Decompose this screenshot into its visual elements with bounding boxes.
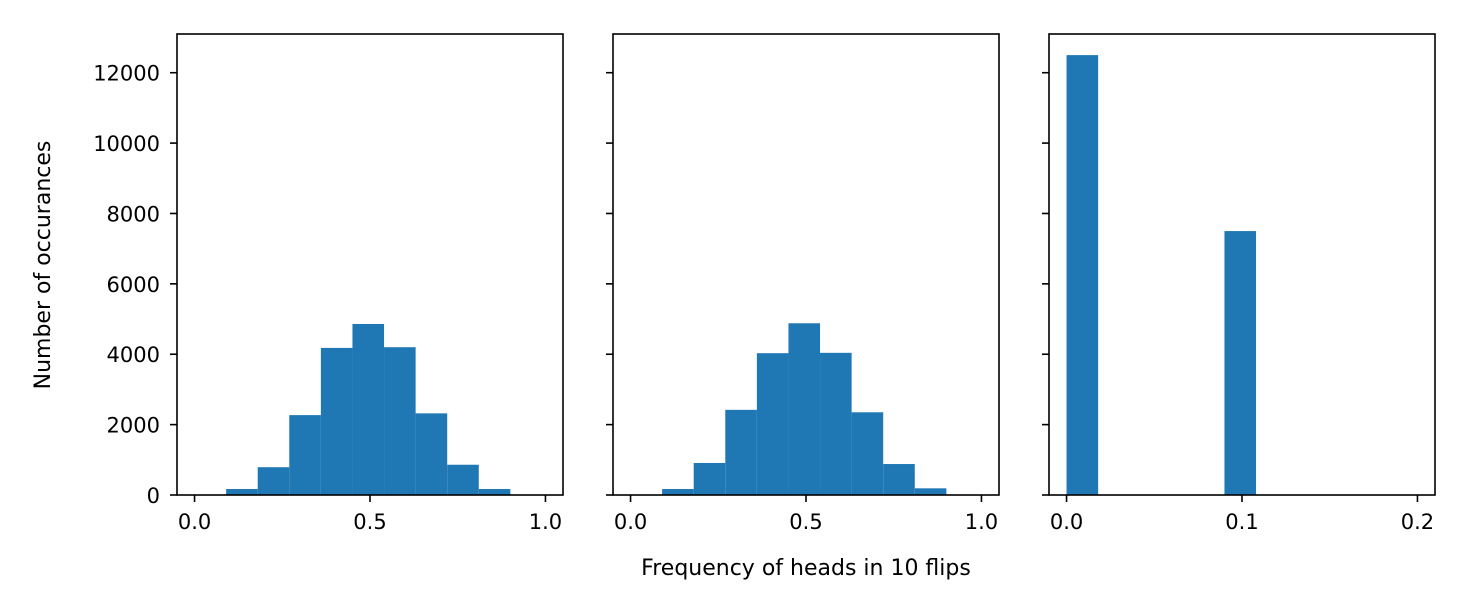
y-tick-label: 6000 (107, 273, 160, 297)
bar-1-2 (226, 489, 258, 495)
x-tick-label: 0.1 (1225, 510, 1258, 534)
bar-2-2 (662, 489, 694, 495)
bar-2-7 (820, 352, 852, 495)
bar-2-4 (725, 409, 757, 495)
subplot-3: 0.0 0.1 0.2 (1042, 33, 1436, 534)
x-tick-label: 1.0 (529, 510, 562, 534)
x-tick-label: 0.0 (1050, 510, 1083, 534)
bar-3-1 (1066, 55, 1099, 495)
y-tick-label: 10000 (93, 132, 160, 156)
x-tick-label: 0.0 (178, 510, 211, 534)
subplot-1: 0.0 0.5 1.0 0 2000 4000 6000 8000 10000 12000 (93, 33, 564, 534)
y-tick-label: 0 (147, 484, 160, 508)
x-axis-title: Frequency of heads in 10 flips (641, 556, 971, 581)
y-tick-label: 4000 (107, 343, 160, 367)
bar-2-9 (883, 464, 915, 495)
x-tick-label: 0.0 (614, 510, 647, 534)
y-axis-title: Number of occurances (31, 141, 56, 390)
bar-1-6 (352, 323, 385, 495)
bar-1-9 (447, 464, 479, 495)
x-tick-label: 0.5 (789, 510, 822, 534)
bar-1-4 (289, 415, 321, 495)
bar-1-5 (320, 347, 353, 495)
bar-2-6 (788, 323, 821, 495)
x-tick-label: 1.0 (965, 510, 998, 534)
x-tick-label: 0.5 (353, 510, 386, 534)
y-tick-label: 2000 (107, 414, 160, 438)
bar-3-2 (1224, 231, 1257, 495)
subplot-2: 0.0 0.5 1.0 (606, 33, 1000, 534)
y-tick-label: 8000 (107, 202, 160, 226)
bar-2-10 (914, 488, 947, 495)
bar-1-10 (478, 489, 511, 495)
bar-1-7 (384, 347, 416, 495)
bar-2-8 (851, 412, 884, 495)
bar-1-8 (415, 413, 448, 495)
x-tick-label: 0.2 (1401, 510, 1434, 534)
bar-2-5 (756, 353, 789, 495)
bar-1-3 (257, 467, 290, 495)
bar-2-3 (693, 462, 726, 495)
y-tick-label: 12000 (93, 62, 160, 86)
